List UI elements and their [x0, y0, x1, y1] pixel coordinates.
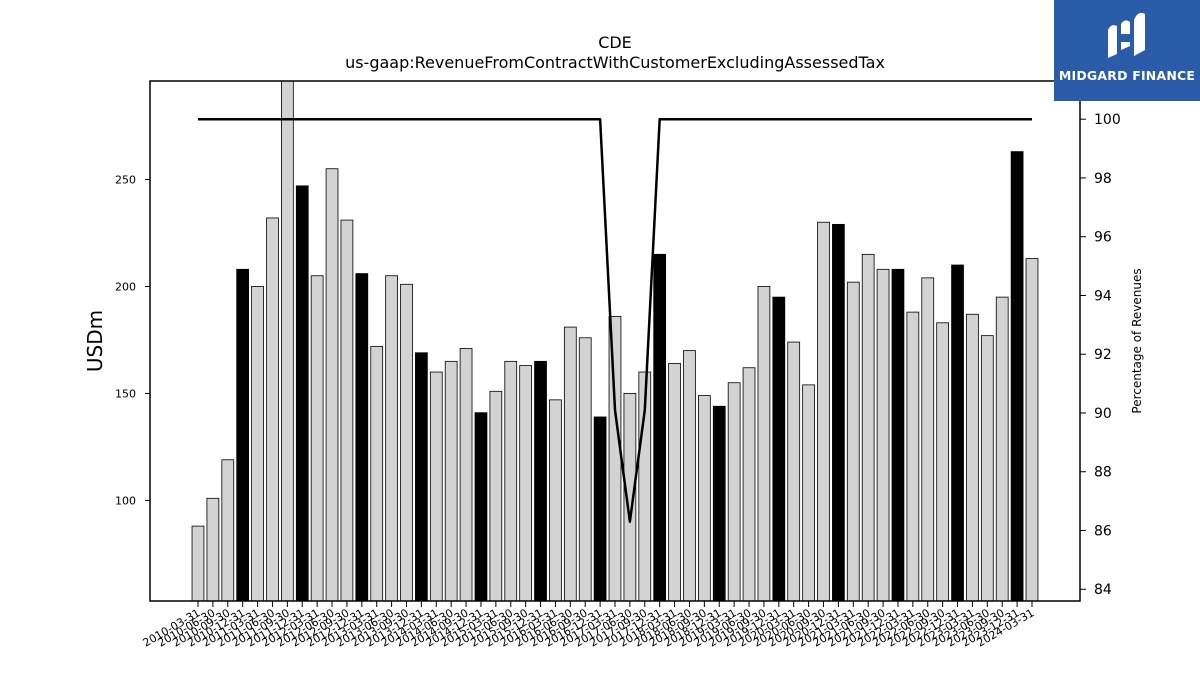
bar: [712, 405, 726, 602]
bar: [757, 286, 771, 602]
bar: [251, 286, 264, 602]
y-tick-label: 200: [115, 280, 136, 293]
bar: [906, 311, 920, 602]
bar: [415, 352, 428, 602]
bar: [727, 382, 741, 602]
bar: [980, 335, 994, 602]
chart-title: CDE: [598, 33, 632, 52]
bar: [742, 367, 756, 602]
bar: [653, 253, 667, 602]
y2-tick-label: 100: [1094, 112, 1121, 128]
bar: [861, 253, 875, 602]
bar: [191, 525, 205, 602]
bar: [474, 412, 488, 602]
left-axis: 100 150 200 250: [115, 173, 150, 507]
y2-tick-label: 96: [1094, 230, 1112, 246]
y-tick-label: 100: [115, 494, 136, 507]
bar: [1025, 258, 1039, 602]
percentage-line: [198, 117, 1032, 523]
y-tick-label: 150: [115, 387, 136, 400]
bar: [787, 341, 801, 602]
y-axis-label: USDm: [83, 310, 107, 372]
bar: [802, 384, 815, 602]
bar: [310, 275, 324, 602]
chart-subtitle: us-gaap:RevenueFromContractWithCustomerE…: [345, 53, 885, 72]
bar: [504, 360, 518, 602]
bar: [921, 277, 935, 602]
bar: [936, 322, 950, 602]
bar: [385, 275, 398, 602]
bar: [876, 268, 890, 602]
bar: [534, 360, 547, 602]
bar: [563, 326, 577, 602]
bar: [995, 296, 1009, 602]
bar: [221, 459, 235, 602]
bar-series: [191, 80, 1039, 602]
bar: [832, 223, 845, 602]
bar: [236, 268, 250, 602]
bar: [891, 268, 905, 602]
bar: [206, 497, 220, 602]
bar: [1010, 151, 1024, 602]
bar: [519, 365, 533, 602]
bar: [280, 80, 294, 602]
bar: [489, 390, 503, 602]
x-axis: 2010-03-312010-06-302010-09-302010-12-31…: [141, 601, 1037, 650]
midgard-logo-icon: [1108, 12, 1145, 59]
y-tick-label: 250: [115, 173, 136, 186]
bar: [325, 168, 339, 602]
bar: [951, 264, 964, 602]
bar: [355, 273, 369, 602]
bar: [370, 345, 384, 602]
y2-axis-label: Percentage of Revenues: [1130, 268, 1144, 413]
bar: [429, 371, 443, 602]
bar: [340, 219, 354, 602]
y2-tick-label: 88: [1094, 465, 1112, 481]
y2-tick-label: 86: [1094, 523, 1112, 539]
bar: [593, 416, 607, 602]
bar: [549, 399, 562, 602]
bar: [698, 395, 711, 602]
bar: [772, 296, 786, 602]
bar: [400, 283, 413, 602]
bar: [668, 363, 681, 602]
bar: [683, 350, 696, 602]
bar: [608, 315, 622, 602]
y2-tick-label: 84: [1094, 582, 1112, 598]
brand-logo: MIDGARD FINANCE: [1054, 0, 1200, 101]
bar: [266, 217, 279, 602]
bar: [295, 185, 309, 602]
logo-text: MIDGARD FINANCE: [1058, 68, 1196, 83]
bar: [846, 281, 860, 602]
y2-tick-label: 90: [1094, 406, 1112, 422]
bar: [817, 221, 830, 602]
line-series: [198, 117, 1032, 523]
y2-tick-label: 94: [1094, 288, 1112, 304]
bar: [578, 337, 592, 602]
y2-tick-label: 92: [1094, 347, 1112, 363]
bar: [966, 313, 979, 602]
bar: [444, 360, 458, 602]
right-axis: 84 86 88 90 92 94 96 98 100: [1080, 112, 1121, 598]
bar: [459, 348, 473, 602]
y2-tick-label: 98: [1094, 171, 1112, 187]
